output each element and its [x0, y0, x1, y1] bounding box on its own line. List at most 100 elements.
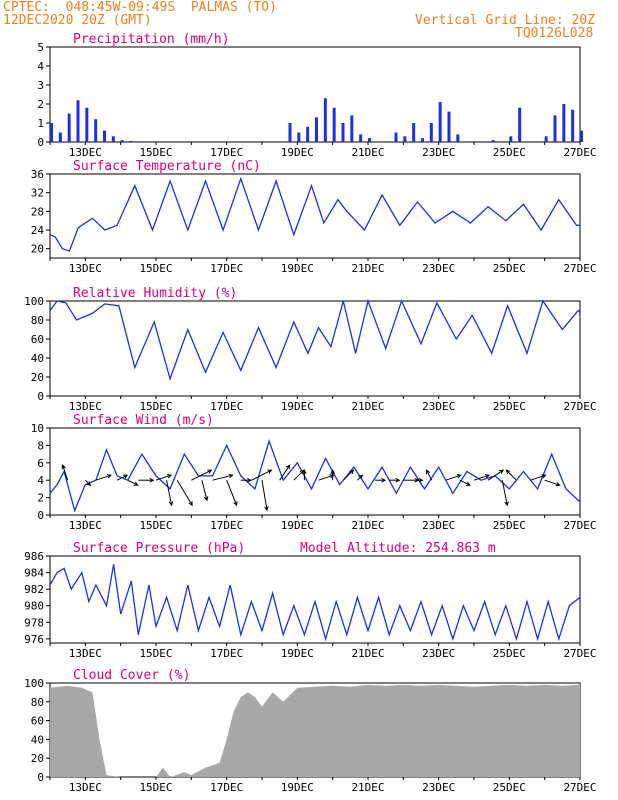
y-tick-label: 984: [24, 567, 44, 580]
wind-vector: [487, 469, 504, 481]
x-tick-label: 19DEC: [281, 400, 314, 413]
y-tick-label: 60: [31, 715, 44, 728]
panel-title: Surface Pressure (hPa): [73, 541, 245, 556]
x-tick-label: 25DEC: [493, 519, 526, 532]
precip-bar: [562, 104, 566, 142]
wind-arrowhead: [285, 464, 291, 470]
x-tick-label: 25DEC: [493, 262, 526, 275]
wind-arrowhead: [207, 469, 213, 474]
y-tick-label: 0: [37, 771, 44, 784]
x-tick-label: 27DEC: [563, 146, 596, 159]
wind-arrowhead: [149, 477, 155, 483]
panel-title: Relative Humidity (%): [73, 286, 237, 301]
precip-bar: [306, 126, 310, 142]
y-tick-label: 4: [37, 60, 44, 73]
precip-bar: [412, 123, 416, 142]
y-tick-label: 24: [31, 224, 45, 237]
wind-arrowhead: [264, 506, 269, 512]
x-tick-label: 13DEC: [69, 262, 102, 275]
precip-bar: [403, 136, 407, 142]
wind-vector: [318, 474, 334, 481]
panel-title: Surface Wind (m/s): [73, 413, 214, 428]
precip-bar: [120, 140, 124, 142]
x-tick-label: 25DEC: [493, 647, 526, 660]
x-tick-label: 23DEC: [422, 262, 455, 275]
x-tick-label: 21DEC: [351, 519, 384, 532]
y-tick-label: 40: [31, 733, 44, 746]
wind-vector: [342, 469, 354, 481]
panel-title: Precipitation (mm/h): [73, 32, 230, 47]
precip-bar: [50, 123, 53, 142]
y-tick-label: 0: [37, 390, 44, 403]
precip-bar: [571, 109, 575, 142]
wind-vector: [445, 474, 461, 481]
series-line: [49, 176, 580, 252]
wind-arrowhead: [166, 474, 173, 479]
precip-bar: [67, 113, 71, 142]
wind-vector: [357, 474, 363, 481]
precip-bar: [518, 107, 522, 142]
wind-vector: [293, 469, 305, 481]
panel-6: Cloud Cover (%) 0 20 40 60 80 100 13DEC 15DEC 17D…: [24, 668, 596, 794]
cloud-area: [50, 684, 580, 777]
precip-bar: [315, 117, 318, 142]
wind-vector: [176, 479, 193, 506]
precip-bar: [85, 107, 89, 142]
y-tick-label: 976: [24, 633, 44, 646]
x-tick-label: 15DEC: [139, 647, 172, 660]
y-tick-label: 8: [37, 439, 44, 452]
x-tick-label: 23DEC: [422, 647, 455, 660]
panel-1: Precipitation (mm/h) 0 1 2 3 4 5 13DEC 15DEC 17DE…: [37, 32, 596, 159]
wind-vector: [62, 465, 69, 481]
x-tick-label: 23DEC: [422, 146, 455, 159]
wind-arrowhead: [505, 469, 511, 475]
y-tick-label: 40: [31, 352, 44, 365]
precip-bar: [491, 140, 495, 142]
x-tick-label: 27DEC: [563, 519, 596, 532]
wind-vector: [251, 469, 272, 481]
y-tick-label: 80: [31, 696, 44, 709]
precip-bar: [58, 132, 62, 142]
precip-bar: [332, 107, 336, 142]
y-tick-label: 28: [31, 205, 44, 218]
wind-vector: [459, 479, 471, 486]
x-tick-label: 17DEC: [210, 262, 243, 275]
wind-arrowhead: [247, 477, 252, 483]
wind-arrowhead: [555, 481, 561, 487]
wind-arrowhead: [381, 477, 387, 483]
wind-vector: [95, 474, 112, 481]
panel-2: Surface Temperature (nC) 20 24 28 32 36 13DEC 1…: [31, 159, 597, 275]
x-tick-label: 21DEC: [351, 400, 384, 413]
precip-bar: [544, 136, 548, 142]
x-tick-label: 21DEC: [351, 262, 384, 275]
y-tick-label: 986: [24, 550, 44, 563]
x-tick-label: 13DEC: [69, 519, 102, 532]
x-tick-label: 13DEC: [69, 781, 102, 794]
grid-note: Vertical Grid Line: 20Z: [415, 13, 596, 28]
x-tick-label: 27DEC: [563, 262, 596, 275]
x-tick-label: 25DEC: [493, 400, 526, 413]
wind-arrowhead: [418, 477, 424, 483]
panel-title: Surface Temperature (nC): [73, 159, 261, 174]
wind-vector: [501, 480, 508, 506]
x-tick-label: 21DEC: [351, 146, 384, 159]
y-tick-label: 982: [24, 583, 44, 596]
y-tick-label: 60: [31, 333, 44, 346]
y-tick-label: 3: [37, 79, 44, 92]
x-tick-label: 13DEC: [69, 647, 102, 660]
x-tick-label: 17DEC: [210, 519, 243, 532]
wind-arrowhead: [349, 469, 355, 475]
wind-arrowhead: [541, 474, 547, 479]
product-code: TQ0126L028: [515, 26, 594, 41]
panel-3: Relative Humidity (%) 0 20 40 60 80 100 13DEC 15…: [24, 286, 596, 413]
y-tick-label: 980: [24, 600, 44, 613]
precip-bar: [76, 100, 80, 142]
wind-vector: [191, 469, 212, 481]
wind-vector: [473, 474, 490, 481]
y-tick-label: 1: [37, 117, 44, 130]
y-tick-label: 100: [24, 677, 44, 690]
x-tick-label: 15DEC: [139, 262, 172, 275]
wind-arrowhead: [329, 474, 335, 479]
precip-bar: [341, 123, 345, 142]
